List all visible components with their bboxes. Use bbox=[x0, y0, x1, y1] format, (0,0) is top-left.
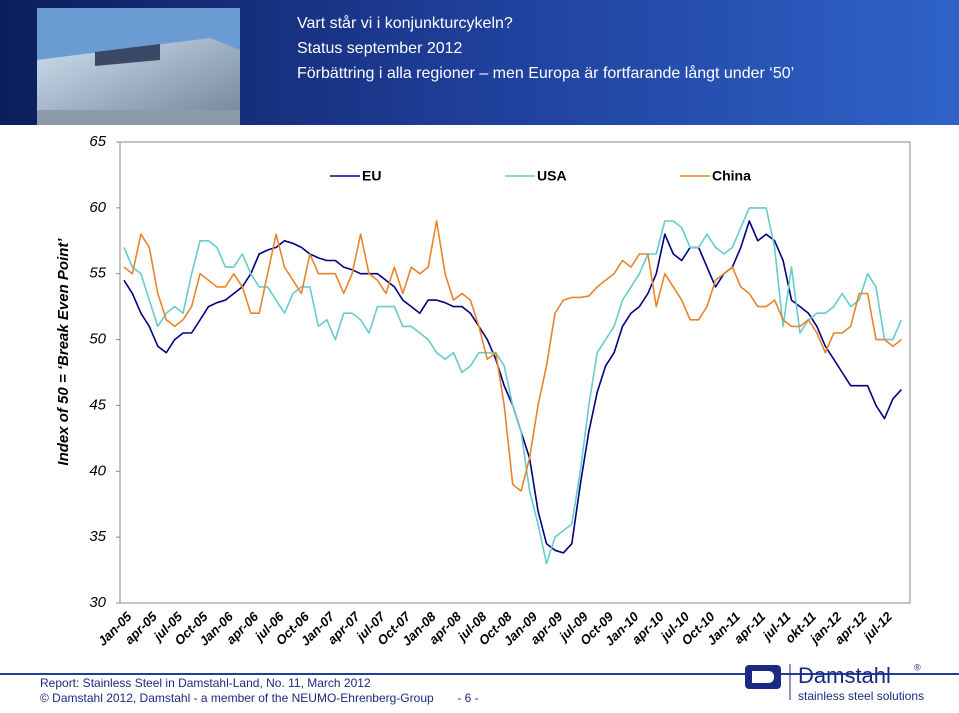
header-photo bbox=[37, 8, 240, 125]
footer-copyright: © Damstahl 2012, Damstahl - a member of … bbox=[40, 691, 434, 705]
logo-mark: ® bbox=[914, 662, 921, 672]
y-tick-label: 55 bbox=[89, 265, 106, 282]
y-tick-label: 35 bbox=[89, 528, 106, 545]
logo-name: Damstahl bbox=[798, 663, 891, 688]
legend-label: EU bbox=[362, 168, 381, 184]
x-tick-label: jul-12 bbox=[859, 608, 896, 645]
page-number: - 6 - bbox=[457, 691, 478, 705]
series-line bbox=[123, 220, 902, 492]
plot-area bbox=[119, 141, 911, 604]
series-line bbox=[123, 220, 902, 554]
y-tick-label: 45 bbox=[89, 396, 106, 413]
legend-label: USA bbox=[537, 168, 567, 184]
legend-label: China bbox=[712, 168, 751, 184]
y-tick-label: 30 bbox=[89, 594, 106, 611]
chart: Index of 50 = ‘Break Even Point’ 30 35 40 4… bbox=[55, 133, 911, 649]
logo-tagline: stainless steel solutions bbox=[798, 689, 924, 703]
y-tick-label: 40 bbox=[89, 462, 106, 479]
header-title: Vart står vi i konjunkturcykeln? bbox=[297, 14, 513, 32]
header-subtitle: Status september 2012 bbox=[297, 40, 463, 57]
y-tick-label: 60 bbox=[89, 199, 106, 216]
y-axis-label: Index of 50 = ‘Break Even Point’ bbox=[55, 238, 72, 466]
header-subtitle: Förbättring i alla regioner – men Europa… bbox=[297, 64, 794, 82]
y-tick-label: 65 bbox=[89, 133, 106, 150]
logo bbox=[745, 664, 791, 700]
series-line bbox=[123, 207, 903, 565]
y-tick-label: 50 bbox=[89, 331, 106, 348]
footer-report: Report: Stainless Steel in Damstahl-Land… bbox=[40, 676, 371, 690]
